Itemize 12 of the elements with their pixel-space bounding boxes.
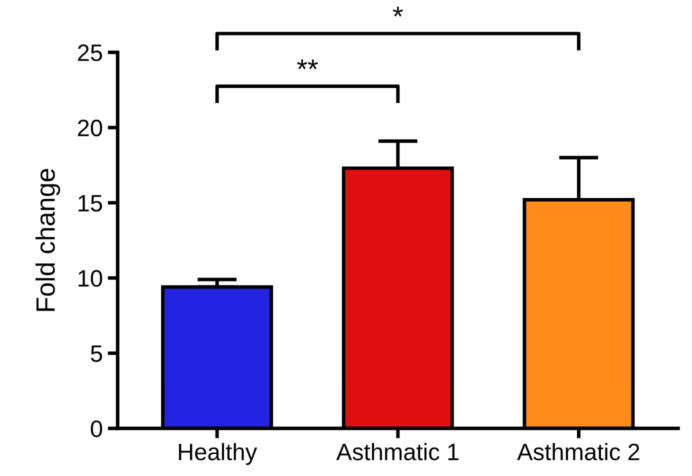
y-tick-label: 25: [78, 44, 102, 62]
x-tick-label: Asthmatic 2: [517, 442, 640, 460]
y-tick-label: 20: [78, 120, 102, 136]
y-tick-label: 15: [78, 195, 102, 212]
y-axis-title: Fold change: [36, 168, 60, 311]
y-tick-label: 5: [90, 346, 102, 362]
y-tick-label: 10: [78, 270, 102, 287]
text: *: [392, 6, 403, 17]
y-tick-label: 0: [90, 420, 102, 438]
x-tick-label: Healthy: [179, 442, 258, 465]
x-tick-label: Asthmatic 1: [336, 442, 458, 460]
annotation: **: [297, 59, 318, 70]
